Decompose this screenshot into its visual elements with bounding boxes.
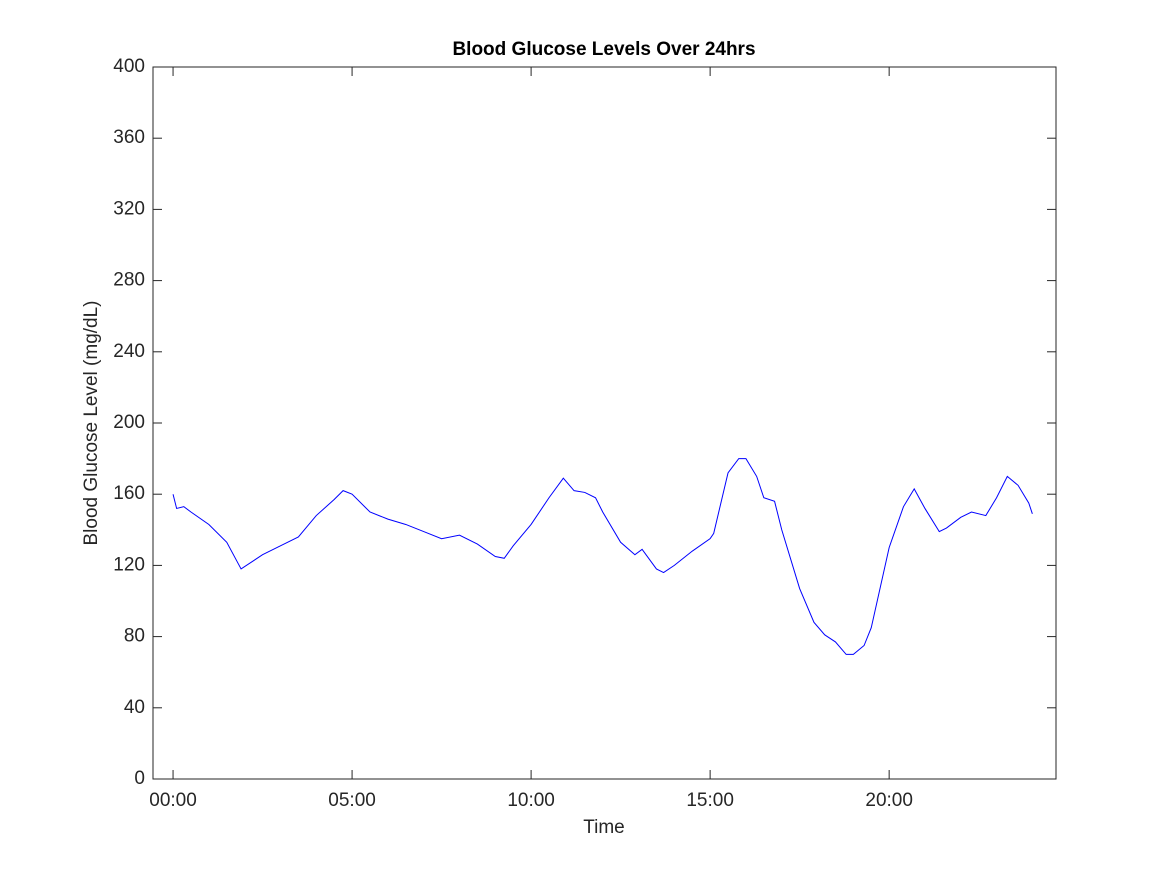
y-tick-label: 200: [113, 412, 145, 433]
y-tick-label: 400: [113, 56, 145, 77]
x-tick-label: 10:00: [507, 790, 555, 811]
y-tick-label: 240: [113, 341, 145, 362]
y-tick-label: 0: [134, 768, 145, 789]
axes-box: [152, 66, 1057, 780]
y-tick-label: 360: [113, 127, 145, 148]
x-tick-label: 05:00: [328, 790, 376, 811]
y-tick-label: 40: [124, 697, 145, 718]
y-tick-label: 320: [113, 198, 145, 219]
x-tick-label: 15:00: [686, 790, 734, 811]
y-tick-label: 160: [113, 483, 145, 504]
x-tick-label: 20:00: [865, 790, 913, 811]
y-tick-label: 280: [113, 270, 145, 291]
chart-title: Blood Glucose Levels Over 24hrs: [452, 39, 755, 60]
y-tick-label: 80: [124, 626, 145, 647]
x-tick-label: 00:00: [149, 790, 197, 811]
x-axis-label: Time: [583, 817, 625, 838]
y-axis-label: Blood Glucose Level (mg/dL): [81, 300, 102, 545]
y-tick-label: 120: [113, 554, 145, 575]
data-line: [172, 458, 1033, 655]
